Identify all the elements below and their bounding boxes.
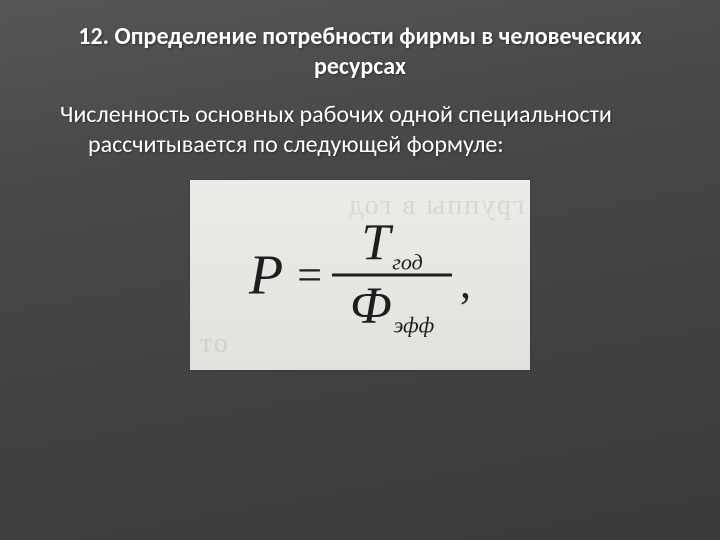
- formula: P = T год Ф эфф ,: [249, 218, 471, 333]
- formula-numerator: T год: [355, 218, 428, 270]
- denominator-base: Ф: [350, 281, 392, 333]
- formula-fraction: T год Ф эфф: [332, 218, 452, 333]
- formula-denominator: Ф эфф: [344, 281, 440, 333]
- slide: 12. Определение потребности фирмы в чело…: [0, 0, 720, 540]
- formula-equals: =: [297, 250, 322, 301]
- slide-body-text: Численность основных рабочих одной специ…: [60, 100, 660, 160]
- denominator-subscript: эфф: [394, 313, 435, 339]
- formula-trailing: ,: [460, 258, 471, 309]
- ghost-text-bottom: то: [200, 328, 230, 360]
- formula-lhs: P: [249, 243, 283, 307]
- numerator-subscript: год: [392, 250, 422, 276]
- formula-image: й группы в год то P = T год Ф эфф ,: [190, 180, 530, 370]
- numerator-base: T: [361, 218, 390, 270]
- formula-container: й группы в год то P = T год Ф эфф ,: [60, 180, 660, 370]
- slide-title: 12. Определение потребности фирмы в чело…: [60, 22, 660, 82]
